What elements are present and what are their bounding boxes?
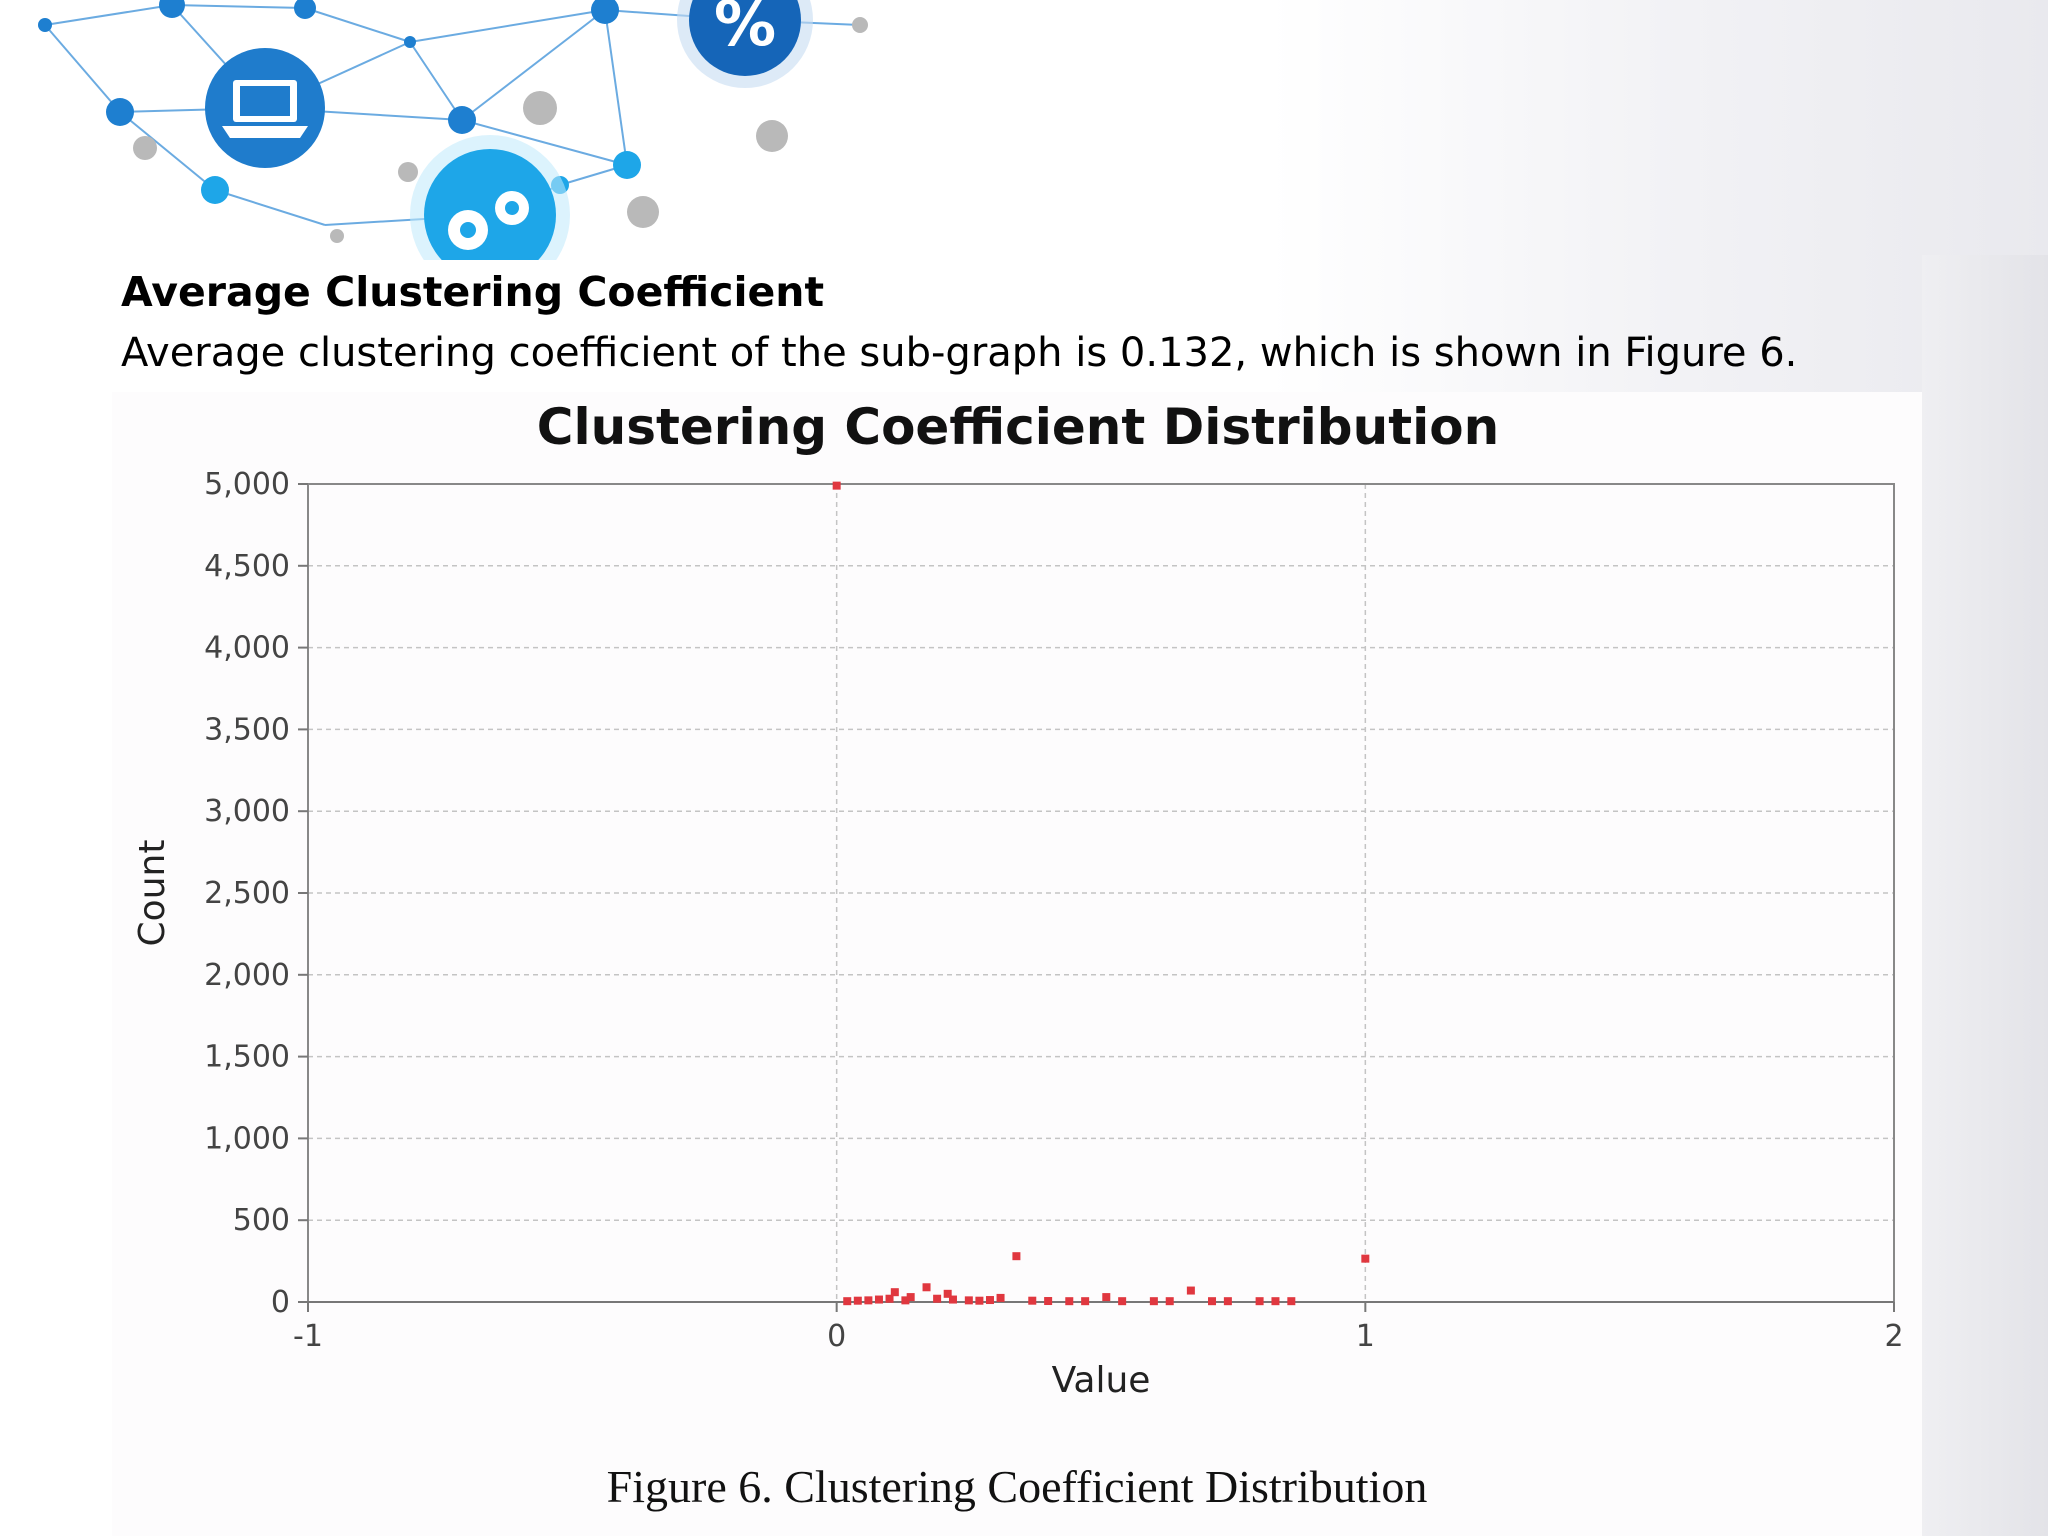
data-point [843, 1297, 852, 1306]
figure-caption: Figure 6. Clustering Coefficient Distrib… [606, 1461, 1428, 1512]
data-point [853, 1296, 862, 1305]
y-tick-label: 2,000 [204, 958, 290, 993]
y-tick-label: 1,500 [204, 1040, 290, 1075]
network-decoration: % [38, 0, 868, 260]
data-point [1028, 1296, 1037, 1305]
grid [308, 483, 1894, 1303]
data-point [943, 1289, 952, 1298]
x-tick-label: -1 [293, 1319, 323, 1354]
data-point [1081, 1297, 1090, 1306]
x-tick-label: 2 [1884, 1319, 1903, 1354]
data-point [1287, 1297, 1296, 1306]
data-point [1102, 1293, 1111, 1302]
y-axis: 0 500 1,000 1,500 2,000 2,500 3,000 3,500 4,000 4… [204, 467, 308, 1320]
y-tick-label: 1,000 [204, 1121, 290, 1156]
data-point [1149, 1297, 1158, 1306]
x-axis: -1 0 1 2 [293, 1301, 1904, 1354]
data-point [906, 1293, 915, 1302]
data-point [1208, 1297, 1217, 1306]
svg-text:%: % [714, 0, 776, 60]
scatter-chart: Clustering Coefficient Distribution 0 500… [132, 398, 1904, 1401]
y-tick-label: 0 [271, 1285, 290, 1320]
data-point [1255, 1297, 1264, 1306]
data-point [1165, 1297, 1174, 1306]
y-tick-label: 5,000 [204, 467, 290, 502]
data-point [1012, 1252, 1021, 1261]
y-tick-label: 4,500 [204, 549, 290, 584]
chart-title: Clustering Coefficient Distribution [537, 398, 1499, 456]
y-tick-label: 500 [233, 1203, 290, 1238]
data-point [996, 1293, 1005, 1302]
y-axis-title: Count [132, 840, 173, 947]
data-point [975, 1296, 984, 1305]
data-point [964, 1296, 973, 1305]
data-point [832, 481, 841, 490]
data-points [832, 481, 1370, 1306]
percent-icon: % [677, 0, 813, 88]
data-point [1118, 1297, 1127, 1306]
y-tick-label: 2,500 [204, 876, 290, 911]
x-axis-title: Value [1052, 1360, 1151, 1401]
gears-icon [410, 135, 570, 260]
data-point [885, 1294, 894, 1303]
data-point [901, 1296, 910, 1305]
data-point [1065, 1297, 1074, 1306]
body-text: Average clustering coefficient of the su… [121, 330, 1798, 376]
data-point [1361, 1254, 1370, 1263]
x-tick-label: 0 [827, 1319, 846, 1354]
figure: Clustering Coefficient Distribution 0 500… [112, 392, 1922, 1536]
y-tick-label: 4,000 [204, 631, 290, 666]
section-heading: Average Clustering Coefficient [121, 268, 825, 316]
data-point [922, 1283, 931, 1292]
data-point [933, 1294, 942, 1303]
data-point [874, 1295, 883, 1304]
data-point [864, 1296, 873, 1305]
y-tick-label: 3,000 [204, 794, 290, 829]
data-point [1186, 1286, 1195, 1295]
laptop-icon [205, 48, 325, 168]
data-point [1271, 1297, 1280, 1306]
data-point [948, 1295, 957, 1304]
data-point [1044, 1297, 1053, 1306]
x-tick-label: 1 [1356, 1319, 1375, 1354]
side-panel [1922, 255, 2048, 1536]
y-tick-label: 3,500 [204, 712, 290, 747]
data-point [1223, 1297, 1232, 1306]
data-point [985, 1296, 994, 1305]
data-point [890, 1288, 899, 1297]
